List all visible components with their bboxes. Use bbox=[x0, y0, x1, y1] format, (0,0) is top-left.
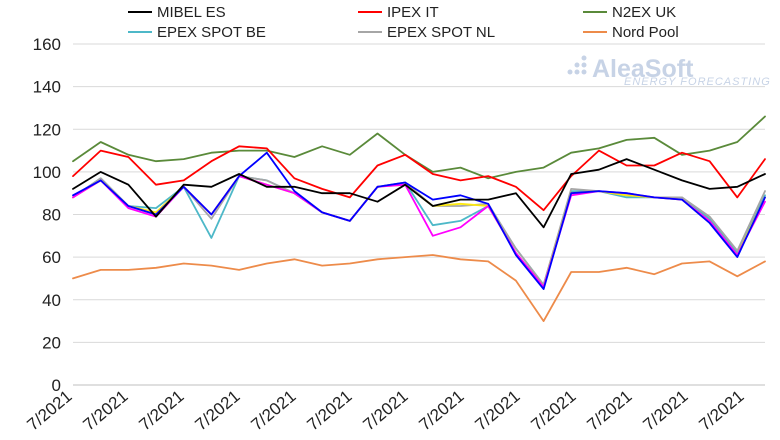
x-tick-label: 7/2021 bbox=[360, 387, 412, 435]
x-tick-label: 7/2021 bbox=[136, 387, 188, 435]
x-tick-label: 7/2021 bbox=[696, 387, 748, 435]
y-tick-label: 120 bbox=[33, 120, 61, 139]
legend-label: EPEX SPOT DE bbox=[157, 0, 267, 3]
x-tick-label: 7/2021 bbox=[248, 387, 300, 435]
legend-label: MIBEL PT bbox=[612, 0, 680, 3]
watermark-tagline: ENERGY FORECASTING bbox=[624, 76, 771, 88]
x-tick-label: 7/2021 bbox=[416, 387, 468, 435]
legend-label: EPEX SPOT BE bbox=[157, 24, 266, 41]
legend: EPEX SPOT DE EPEX SPOT FR MIBEL PT MIBEL ES… bbox=[128, 0, 680, 41]
legend-item: N2EX UK bbox=[583, 4, 676, 21]
legend-item: EPEX SPOT BE bbox=[128, 24, 266, 41]
legend-item: MIBEL PT bbox=[612, 0, 680, 3]
x-tick-label: 7/2021 bbox=[472, 387, 524, 435]
x-tick-label: 7/2021 bbox=[528, 387, 580, 435]
x-tick-label: 7/2021 bbox=[80, 387, 132, 435]
y-tick-label: 60 bbox=[42, 248, 61, 267]
legend-item: IPEX IT bbox=[358, 4, 439, 21]
legend-label: EPEX SPOT FR bbox=[387, 0, 496, 3]
watermark: AleaSoft ENERGY FORECASTING bbox=[567, 55, 771, 88]
y-tick-label: 100 bbox=[33, 163, 61, 182]
x-tick-label: 7/2021 bbox=[192, 387, 244, 435]
legend-label: Nord Pool bbox=[612, 24, 679, 41]
series-line-epex-spot-fr bbox=[72, 151, 766, 290]
gridlines bbox=[73, 43, 765, 343]
legend-item: MIBEL ES bbox=[128, 4, 226, 21]
legend-item: Nord Pool bbox=[583, 24, 679, 41]
series-lines bbox=[72, 115, 766, 322]
legend-label: MIBEL ES bbox=[157, 4, 226, 21]
legend-item: EPEX SPOT FR bbox=[387, 0, 496, 3]
x-tick-label: 7/2021 bbox=[304, 387, 356, 435]
legend-item: EPEX SPOT DE bbox=[157, 0, 267, 3]
x-tick-label: 7/2021 bbox=[24, 387, 76, 435]
series-line-mibel-es bbox=[72, 158, 766, 229]
y-tick-label: 40 bbox=[42, 291, 61, 310]
y-tick-label: 160 bbox=[33, 35, 61, 54]
legend-label: IPEX IT bbox=[387, 4, 439, 21]
y-tick-label: 0 bbox=[52, 376, 61, 395]
y-tick-label: 20 bbox=[42, 333, 61, 352]
x-axis-ticks: 7/2021 7/2021 7/2021 7/2021 7/2021 7/2021 7/20… bbox=[24, 387, 748, 435]
series-line-nord-pool bbox=[72, 254, 766, 322]
watermark-brand: AleaSoft bbox=[592, 55, 694, 83]
legend-label: N2EX UK bbox=[612, 4, 676, 21]
x-tick-label: 7/2021 bbox=[640, 387, 692, 435]
x-tick-label: 7/2021 bbox=[584, 387, 636, 435]
series-line-n2ex-uk bbox=[72, 115, 766, 180]
y-axis-ticks: 0 20 40 60 80 100 120 140 160 bbox=[33, 35, 61, 395]
legend-label: EPEX SPOT NL bbox=[387, 24, 495, 41]
aleasoft-logo-icon bbox=[567, 55, 587, 75]
y-tick-label: 80 bbox=[42, 206, 61, 225]
y-tick-label: 140 bbox=[33, 78, 61, 97]
legend-item: EPEX SPOT NL bbox=[358, 24, 495, 41]
series-line-ipex-it bbox=[72, 145, 766, 212]
